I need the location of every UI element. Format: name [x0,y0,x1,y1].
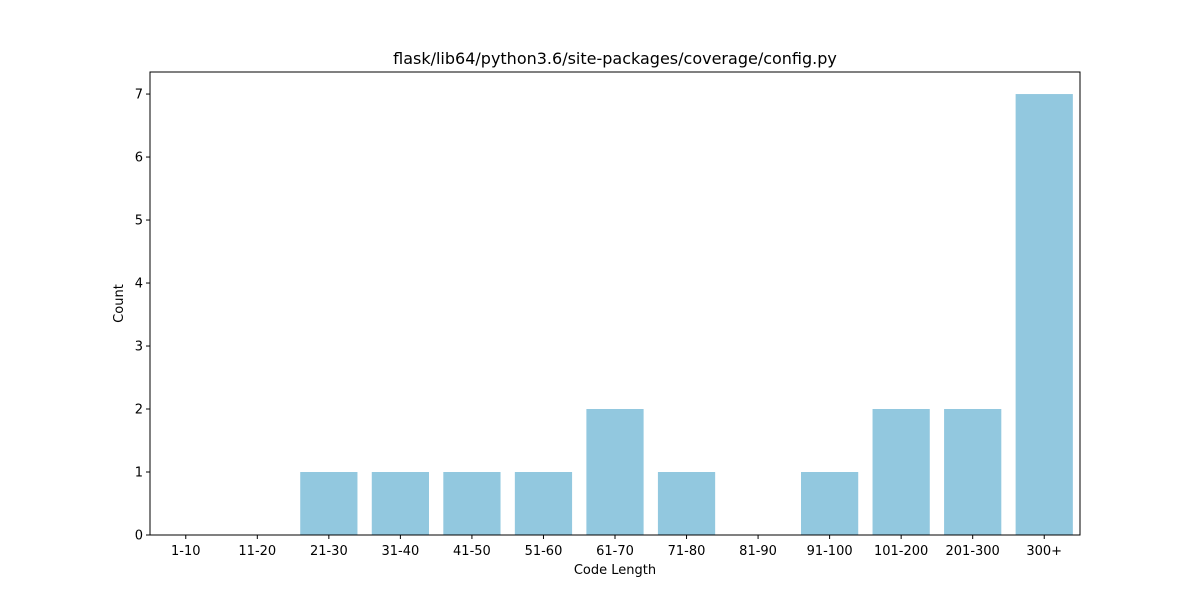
x-tick-label: 300+ [1026,544,1062,559]
x-tick-label: 101-200 [874,544,928,559]
bar-71-80 [657,472,716,535]
x-tick-label: 51-60 [525,544,563,559]
y-tick-label: 6 [135,151,143,166]
bar-300+ [1015,94,1073,536]
x-axis-label: Code Length [574,563,656,578]
y-tick-label: 2 [135,403,143,418]
y-axis-label: Count [112,284,127,323]
y-tick-label: 7 [135,88,143,103]
bar-31-40 [371,472,429,535]
y-tick-label: 4 [135,277,143,292]
bar-21-30 [300,472,358,535]
bar-61-70 [586,409,644,535]
y-tick-label: 0 [135,529,143,544]
y-axis: 0 1 2 3 4 5 6 7 [135,88,150,544]
x-tick-label: 81-90 [739,544,777,559]
bars-group [300,94,1073,536]
bar-41-50 [443,472,501,535]
x-tick-label: 61-70 [596,544,634,559]
x-tick-label: 11-20 [238,544,276,559]
bar-91-100 [801,472,859,535]
bar-101-200 [872,409,930,535]
chart-title: flask/lib64/python3.6/site-packages/cove… [393,49,837,68]
bar-201-300 [944,409,1002,535]
plot-frame [149,71,1081,536]
x-tick-label: 1-10 [171,544,201,559]
x-tick-label: 21-30 [310,544,348,559]
x-tick-label: 71-80 [668,544,706,559]
bar-51-60 [514,472,573,535]
x-tick-label: 201-300 [946,544,1000,559]
x-axis: 1-10 11-20 21-30 31-40 41-50 51-60 61-70 71-80 8… [171,535,1062,559]
y-tick-label: 3 [135,340,143,355]
y-tick-label: 1 [135,466,143,481]
x-tick-label: 91-100 [807,544,853,559]
x-tick-label: 41-50 [453,544,491,559]
y-tick-label: 5 [135,214,143,229]
x-tick-label: 31-40 [381,544,419,559]
